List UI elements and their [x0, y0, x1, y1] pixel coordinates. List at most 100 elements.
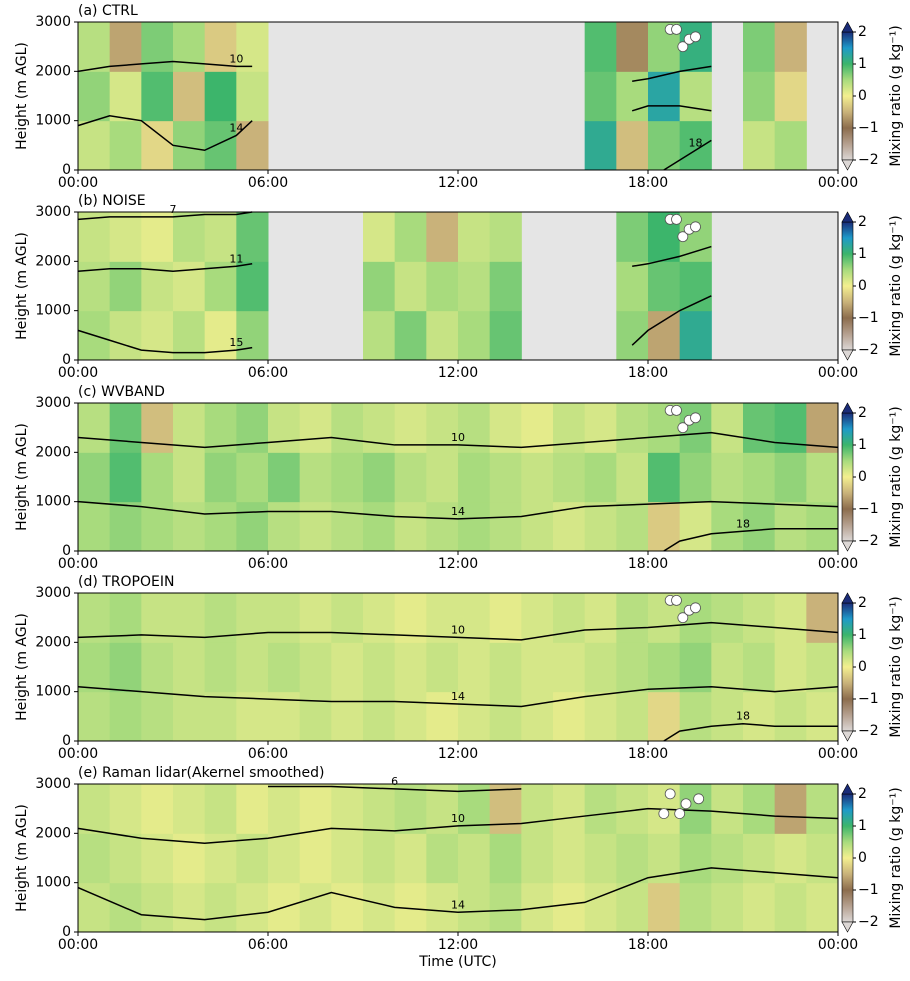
heat-cell	[236, 120, 269, 171]
heat-cell	[458, 212, 491, 262]
heat-cell	[458, 501, 491, 552]
heat-cell	[236, 310, 269, 361]
heat-cell	[743, 642, 776, 693]
y-axis-label: Height (m AGL)	[14, 804, 30, 912]
contour-label: 14	[451, 690, 465, 703]
heat-cell	[141, 310, 174, 361]
heat-cell	[489, 784, 522, 834]
x-tick-label: 00:00	[58, 556, 98, 572]
cloud-marker	[690, 412, 701, 424]
colorbar-extend	[841, 211, 854, 223]
colorbar-tick-label: 1	[858, 437, 867, 453]
x-tick-label: 00:00	[58, 937, 98, 953]
heat-cell	[521, 452, 554, 503]
heat-cell	[521, 642, 554, 693]
heat-cell	[331, 403, 364, 453]
heat-cell	[426, 261, 459, 312]
heat-cell	[331, 452, 364, 503]
heat-cell	[141, 22, 174, 72]
contour-line	[77, 60, 712, 82]
heat-cell	[363, 403, 396, 453]
heat-cell	[711, 642, 744, 693]
heat-cell	[173, 22, 206, 72]
colorbar-extend	[841, 730, 854, 742]
heat-cell	[141, 642, 174, 693]
heat-cell	[236, 593, 269, 643]
heat-cell	[616, 120, 649, 171]
heat-cell	[774, 452, 807, 503]
heat-cell	[648, 642, 681, 693]
heat-cell	[553, 882, 586, 933]
heat-cell	[679, 833, 712, 884]
heat-cell	[743, 882, 776, 933]
y-axis-label: Height (m AGL)	[14, 423, 30, 531]
heat-cell	[553, 784, 586, 834]
cloud-marker	[690, 221, 701, 233]
cloud-marker	[671, 213, 682, 225]
heat-cell	[489, 642, 522, 693]
cloud-marker	[671, 23, 682, 35]
panel-title: (c) WVBAND	[78, 384, 165, 400]
heat-cell	[489, 452, 522, 503]
heat-cell	[299, 403, 332, 453]
heat-cell	[363, 212, 396, 262]
contour-label: 15	[229, 336, 243, 349]
heat-cell	[679, 882, 712, 933]
cloud-marker	[658, 808, 670, 819]
heat-cell	[806, 882, 839, 933]
colorbar-label: Mixing ratio (g kg⁻¹)	[888, 215, 904, 356]
contour-line	[77, 500, 839, 520]
colorbar-tick-label: 0	[858, 469, 867, 485]
y-tick-label: 1000	[35, 494, 71, 510]
heat-cell	[774, 784, 807, 834]
heat-cell	[363, 261, 396, 312]
heat-cell	[616, 403, 649, 453]
heat-cell	[553, 833, 586, 884]
colorbar	[841, 31, 854, 161]
heat-cell	[489, 403, 522, 453]
contour-line	[268, 785, 522, 793]
cloud-marker	[690, 602, 701, 614]
heat-cell	[679, 71, 712, 122]
y-tick-label: 2000	[35, 63, 71, 79]
heat-cell	[806, 452, 839, 503]
heat-cell	[109, 452, 142, 503]
x-tick-label: 06:00	[248, 175, 288, 191]
heat-cell	[331, 882, 364, 933]
heat-cell	[78, 882, 111, 933]
panel-title: (b) NOISE	[78, 193, 146, 209]
heat-cell	[204, 642, 237, 693]
heat-cell	[204, 593, 237, 643]
heat-cell	[236, 452, 269, 503]
heat-cell	[236, 71, 269, 122]
heat-cell	[426, 593, 459, 643]
colorbar	[841, 221, 854, 351]
heat-cell	[806, 501, 839, 552]
y-tick-label: 3000	[35, 776, 71, 792]
heat-cell	[679, 452, 712, 503]
heat-cell	[109, 501, 142, 552]
heat-cell	[679, 120, 712, 171]
heat-cell	[774, 593, 807, 643]
heat-cell	[584, 120, 617, 171]
contour-line	[77, 211, 253, 221]
heat-cell	[648, 882, 681, 933]
heat-cell	[394, 501, 427, 552]
y-tick-label: 2000	[35, 634, 71, 650]
heat-cell	[331, 784, 364, 834]
x-tick-label: 06:00	[248, 937, 288, 953]
x-tick-label: 18:00	[628, 746, 668, 762]
heat-cell	[173, 882, 206, 933]
contour-label: 10	[451, 812, 465, 825]
heat-cell	[616, 261, 649, 312]
y-tick-label: 0	[62, 352, 71, 368]
x-tick-label: 00:00	[818, 365, 858, 381]
heat-cell	[173, 452, 206, 503]
y-tick-label: 3000	[35, 14, 71, 30]
y-tick-label: 0	[62, 733, 71, 749]
heat-cell	[426, 784, 459, 834]
heat-cell	[584, 501, 617, 552]
colorbar-label: Mixing ratio (g kg⁻¹)	[888, 787, 904, 928]
colorbar-extend	[841, 540, 854, 552]
